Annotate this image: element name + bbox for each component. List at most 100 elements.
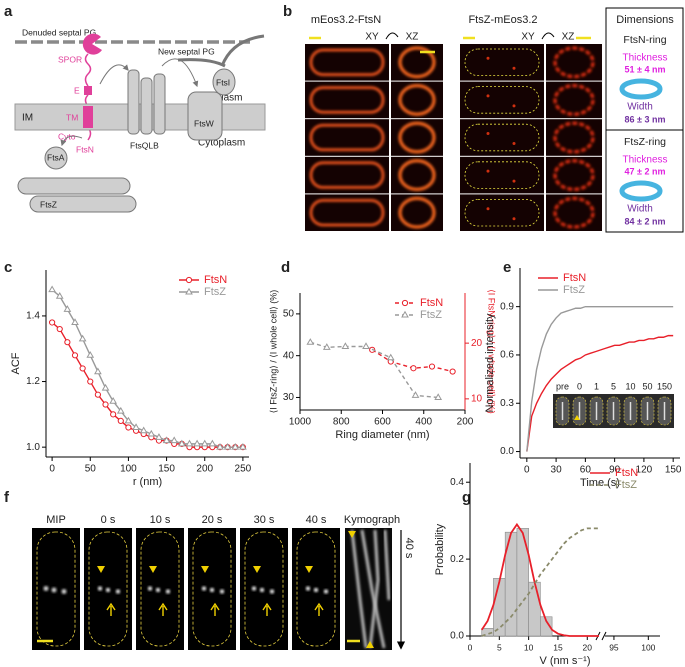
marker [341,342,350,349]
panel-label: e [503,259,511,276]
bar [493,578,506,637]
y-tick-label: 0.0 [500,446,514,457]
kymo-trace [368,529,380,649]
ftsl [140,77,153,135]
spot [270,589,274,594]
marker [231,442,240,450]
legend-label: FtsZ [204,286,226,298]
marker [64,339,71,346]
y-axis-title: Normalized intensity [484,313,496,413]
marker [48,285,56,293]
signal-spot [512,217,516,221]
new-pg [177,58,226,68]
cell-outline [140,531,180,647]
y-tick-label: 40 [283,350,295,361]
x-tick-label: 15 [553,642,563,652]
spot [210,588,214,592]
marker [306,338,315,345]
x-tick-label: 100 [120,464,137,475]
marker [434,393,443,400]
label: New septal PG [158,46,215,56]
x-tick-label: 0 [468,642,473,652]
arrow-up [314,602,324,616]
cell-outline [244,531,284,647]
cell-outline [464,161,540,189]
x-tick-label: 600 [374,417,391,428]
label: FtsI [216,77,230,87]
y-axis-title: Probability [434,523,446,575]
marker [193,439,201,447]
legend-label: FtsN [420,297,443,309]
marker [87,378,94,385]
label: E [74,85,80,95]
marker [216,442,224,450]
marker [117,417,124,425]
marker [386,353,395,361]
label: Denuded septal PG [22,27,96,37]
y2-tick-label: 10 [471,393,483,404]
marker [162,436,171,444]
x-axis-title: r (nm) [133,476,162,488]
membrane [14,103,266,131]
panel-label: b [283,3,292,20]
rotate-arrow [541,32,555,40]
y-tick-label: 1.2 [26,376,40,387]
inset-label: 5 [611,381,616,391]
marker [110,411,117,418]
arrow [99,64,129,85]
x-tick-label: 60 [580,465,592,476]
signal-spot [486,207,490,211]
series-line [310,341,439,399]
x-tick-label: 5 [497,642,502,652]
legend-marker [185,287,193,295]
marker [86,351,95,358]
bar [528,581,541,637]
spot [43,586,49,591]
legend-label: FtsN [615,467,638,479]
legend-marker [401,299,409,307]
view-label: XZ [406,32,419,43]
cell-outline [464,198,540,227]
spot [166,589,170,594]
arrowhead [253,566,261,573]
spot [106,588,110,592]
dimensions-box [605,7,684,233]
marker [411,391,420,398]
new-pg [220,34,265,67]
label: Cytoplasm [198,138,245,149]
ftsn-tm [83,106,93,128]
ftsb [153,73,166,135]
kymo-trace [360,529,386,649]
marker [362,342,370,349]
column-title: mEos3.2-FtsN [311,14,381,26]
spot [51,587,57,593]
arrow-up [106,602,116,616]
frame-label: 30 s [254,514,275,526]
x-tick-label: 95 [609,642,619,652]
frame [240,528,288,650]
signal-spot [512,179,516,183]
marker [94,391,101,398]
kymo-trace [350,529,368,649]
cell-outline [464,48,540,77]
ring-signal [398,159,436,192]
cell-signal [309,123,385,152]
width-value: 84 ± 2 nm [625,216,666,226]
y-tick-label: 0.3 [500,398,514,409]
inset-label: 10 [625,381,635,391]
label: FtsQLB [130,140,159,150]
x-tick-label: 200 [457,417,474,428]
marker [71,352,79,359]
marker [78,334,87,342]
y2-axis-title: ⟨I FtsN-ring⟩ / ⟨I whole cell⟩ (%) [487,289,497,414]
cell-outline [296,531,336,647]
arrowhead [574,415,580,420]
marker [155,433,163,440]
x-tick-label: 120 [636,465,653,476]
thickness-value: 47 ± 2 nm [625,166,666,176]
kymo-trace [383,529,391,601]
x-tick-label: 20 [583,642,593,652]
legend-label: FtsN [563,272,586,284]
width-label: Width [627,204,653,215]
